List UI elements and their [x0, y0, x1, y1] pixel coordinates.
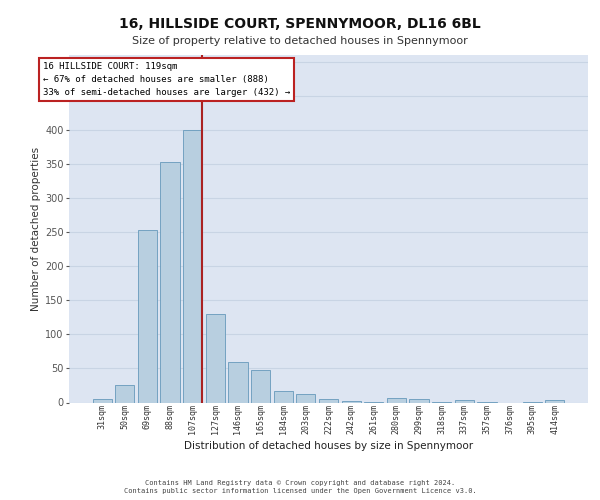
Bar [341, 401, 361, 402]
Bar [115, 386, 134, 402]
Bar [387, 398, 406, 402]
Bar [206, 314, 225, 402]
Text: 16 HILLSIDE COURT: 119sqm
← 67% of detached houses are smaller (888)
33% of semi: 16 HILLSIDE COURT: 119sqm ← 67% of detac… [43, 62, 290, 97]
Text: Size of property relative to detached houses in Spennymoor: Size of property relative to detached ho… [132, 36, 468, 46]
Bar [319, 399, 338, 402]
Bar [229, 362, 248, 403]
Bar [409, 399, 428, 402]
Bar [455, 400, 474, 402]
Text: Contains HM Land Registry data © Crown copyright and database right 2024.
Contai: Contains HM Land Registry data © Crown c… [124, 480, 476, 494]
Text: 16, HILLSIDE COURT, SPENNYMOOR, DL16 6BL: 16, HILLSIDE COURT, SPENNYMOOR, DL16 6BL [119, 18, 481, 32]
Y-axis label: Number of detached properties: Number of detached properties [31, 146, 41, 311]
Bar [296, 394, 316, 402]
Bar [160, 162, 180, 402]
Bar [183, 130, 202, 402]
Bar [274, 391, 293, 402]
Bar [545, 400, 565, 402]
Bar [92, 399, 112, 402]
Bar [251, 370, 270, 402]
X-axis label: Distribution of detached houses by size in Spennymoor: Distribution of detached houses by size … [184, 441, 473, 451]
Bar [138, 230, 157, 402]
